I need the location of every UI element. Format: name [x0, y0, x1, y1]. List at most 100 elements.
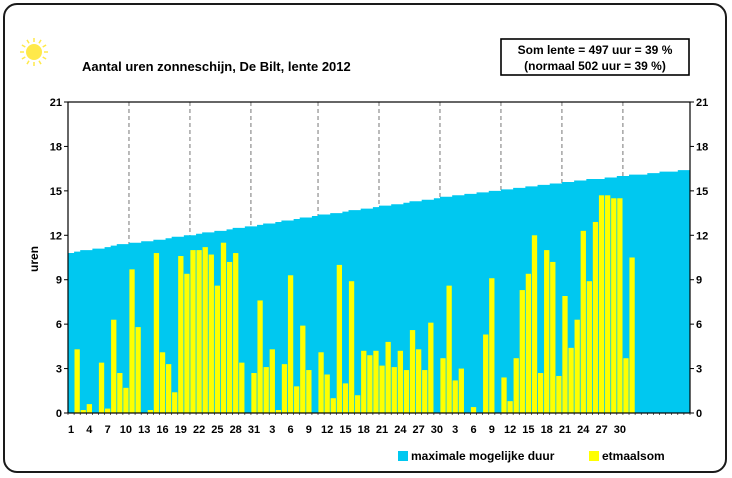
x-tick-label: 18 — [541, 424, 553, 436]
sunshine-bar — [239, 362, 245, 413]
sunshine-bar — [483, 334, 489, 413]
sunshine-bar — [379, 365, 385, 413]
sunshine-bar — [580, 230, 586, 413]
sun-ray — [21, 56, 26, 60]
sunshine-bar — [458, 368, 464, 413]
sunshine-bar — [220, 242, 227, 413]
sunshine-bar — [470, 407, 477, 413]
sunshine-bar — [519, 290, 525, 413]
x-tick-label: 30 — [431, 424, 443, 436]
legend-swatch-max-duration — [398, 451, 408, 461]
sunshine-bar — [275, 410, 282, 413]
x-tick-label: 19 — [175, 424, 187, 436]
sun-icon — [20, 38, 48, 66]
sunshine-bar — [592, 221, 599, 413]
x-tick-label: 24 — [394, 424, 407, 436]
summary-box-border — [500, 38, 690, 76]
x-tick-label: 1 — [68, 424, 74, 436]
sunshine-bar — [74, 349, 80, 413]
sunshine-bar — [409, 330, 416, 413]
y-tick-label: 12 — [50, 230, 62, 242]
sunshine-bar — [281, 364, 288, 413]
y-tick-label: 21 — [50, 97, 62, 109]
sunshine-bar — [184, 273, 190, 413]
x-tick-label: 21 — [376, 424, 388, 436]
sunshine-bar — [117, 373, 123, 413]
sunshine-bar — [287, 275, 294, 413]
sunshine-bar — [537, 373, 544, 413]
sunshine-bar — [214, 285, 221, 413]
sunshine-bar — [190, 250, 196, 413]
sun-ray — [42, 56, 47, 60]
sun-ray — [26, 60, 30, 65]
x-tick-label: 7 — [105, 424, 111, 436]
y-axis-left: 0 3 6 9 12 15 18 21 — [50, 97, 68, 420]
sunshine-bar — [104, 408, 111, 413]
x-axis: 1 4 7 10 13 16 19 22 25 28 31 3 6 9 12 15 18 21 24 27 30 3 6 9 1… — [67, 413, 691, 436]
sunshine-bar — [159, 352, 166, 413]
y-tick-label: 0 — [56, 408, 62, 420]
x-tick-label: 13 — [138, 424, 150, 436]
x-tick-label: 15 — [522, 424, 534, 436]
sunshine-bar — [80, 410, 86, 413]
legend-swatch-daily-sum — [589, 451, 599, 461]
sun-ray — [38, 60, 42, 65]
y-tick-label: 9 — [56, 275, 62, 287]
x-tick-label: 22 — [193, 424, 205, 436]
sunshine-bar — [263, 367, 269, 413]
sunshine-bar — [531, 235, 538, 413]
y-tick-label-right: 15 — [696, 186, 708, 198]
y-tick-label-right: 6 — [696, 319, 702, 331]
sunshine-bar — [550, 261, 556, 413]
y-tick-label-right: 12 — [696, 230, 708, 242]
sunshine-bar — [348, 281, 355, 413]
x-tick-label: 27 — [595, 424, 607, 436]
sun-disc — [26, 44, 42, 60]
sunshine-bar — [135, 327, 141, 413]
sunshine-bar — [507, 401, 513, 413]
y-tick-label-right: 0 — [696, 408, 702, 420]
y-tick-label: 18 — [50, 141, 62, 153]
sunshine-bar — [385, 341, 391, 413]
sunshine-bar — [428, 322, 434, 413]
sunshine-bar — [233, 253, 239, 413]
sunshine-bar — [598, 195, 605, 413]
sunshine-bar — [415, 349, 422, 413]
sun-ray — [26, 39, 30, 44]
sunshine-bar — [611, 198, 617, 413]
y-tick-label-right: 3 — [696, 364, 702, 376]
chart: Aantal uren zonneschijn, De Bilt, lente … — [20, 38, 708, 463]
y-axis-right: 0 3 6 9 12 15 18 21 — [690, 97, 708, 420]
plot-area — [67, 101, 691, 414]
x-tick-label: 25 — [211, 424, 223, 436]
x-tick-label: 15 — [339, 424, 351, 436]
x-tick-label: 6 — [470, 424, 476, 436]
sunshine-bar — [324, 374, 330, 413]
x-tick-label: 28 — [230, 424, 242, 436]
x-tick-label: 4 — [86, 424, 93, 436]
sunshine-bar — [318, 352, 324, 413]
sunshine-bar — [86, 404, 92, 413]
sunshine-bar — [269, 349, 275, 413]
sunshine-bar — [617, 198, 623, 413]
y-tick-label: 6 — [56, 319, 62, 331]
sunshine-bar — [605, 195, 611, 413]
x-tick-label: 9 — [489, 424, 495, 436]
summary-box: Som lente = 497 uur = 39 % (normaal 502 … — [500, 38, 690, 76]
sunshine-bar — [129, 269, 135, 413]
sunshine-bar — [123, 387, 129, 413]
sunshine-bar — [489, 278, 495, 413]
sunshine-bar — [513, 358, 519, 413]
y-tick-label: 3 — [56, 364, 62, 376]
chart-frame: Aantal uren zonneschijn, De Bilt, lente … — [3, 3, 727, 473]
x-tick-label: 12 — [321, 424, 333, 436]
x-tick-label: 10 — [120, 424, 132, 436]
sunshine-bar — [306, 370, 312, 413]
sun-ray — [38, 39, 42, 44]
summary-line-1: Som lente = 497 uur = 39 % — [518, 43, 673, 57]
sunshine-bar — [373, 350, 379, 413]
x-tick-label: 27 — [413, 424, 425, 436]
sunshine-bar — [98, 362, 105, 413]
sunshine-bar — [165, 364, 172, 413]
sunshine-bar — [294, 386, 300, 413]
